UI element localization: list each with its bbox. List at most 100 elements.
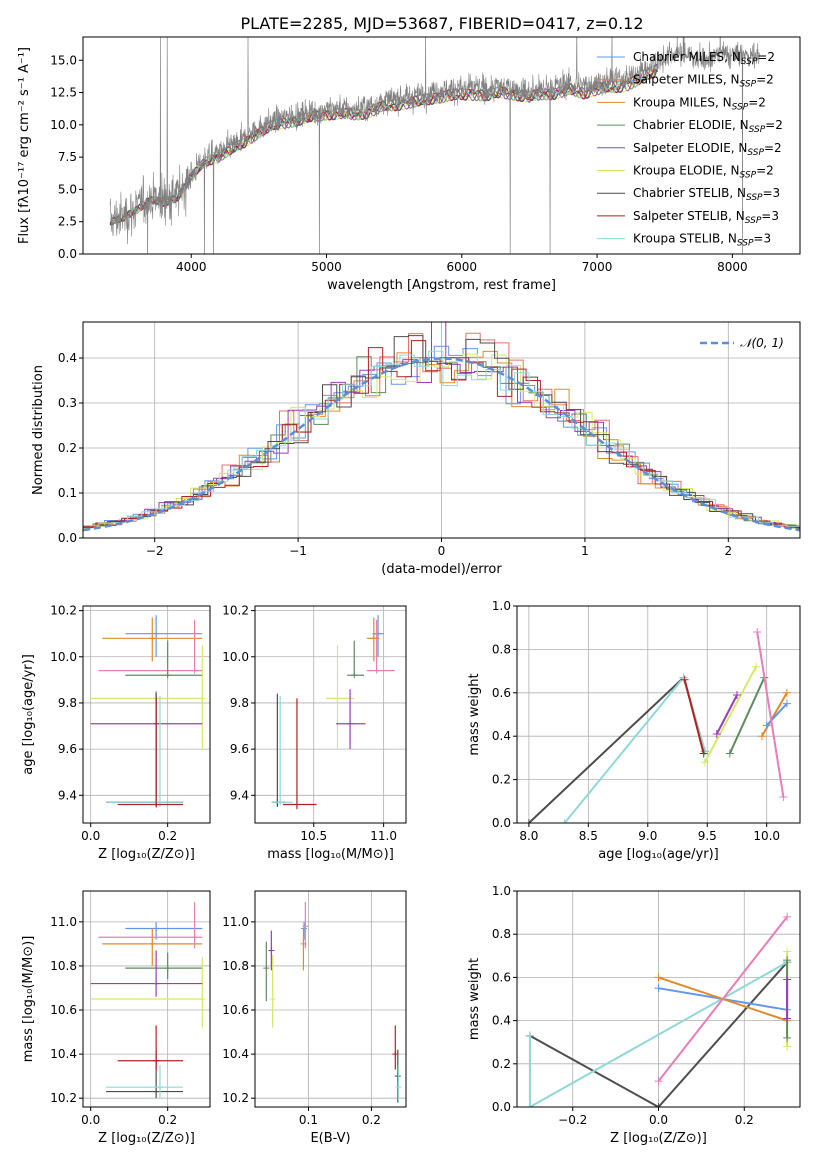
y-axis-label: age [log₁₀(age/yr)] bbox=[21, 654, 36, 775]
legend-label: Salpeter ELODIE, NSSP=2 bbox=[633, 141, 782, 158]
series-marker bbox=[732, 690, 741, 699]
x-tick-label: 10.0 bbox=[753, 829, 780, 843]
x-axis-label: E(B-V) bbox=[310, 1131, 350, 1146]
residual-plot bbox=[83, 322, 800, 532]
series-marker bbox=[783, 1014, 792, 1023]
legend-label: Kroupa STELIB, NSSP=3 bbox=[633, 232, 771, 249]
y-tick-label: 9.4 bbox=[58, 788, 77, 802]
series-marker bbox=[783, 975, 792, 984]
data-point bbox=[347, 720, 354, 727]
y-tick-label: 10.0 bbox=[222, 650, 249, 664]
x-tick-label: 0.0 bbox=[81, 829, 100, 843]
axes-frame bbox=[254, 890, 407, 1108]
data-point bbox=[269, 996, 276, 1002]
data-point bbox=[153, 1057, 160, 1064]
y-tick-label: 10.0 bbox=[50, 118, 77, 132]
y-tick-label: 0.0 bbox=[492, 1100, 511, 1114]
x-tick-label: 0.1 bbox=[299, 1113, 318, 1127]
x-tick-label: −2 bbox=[146, 544, 164, 558]
y-tick-label: 0.3 bbox=[58, 396, 77, 410]
x-axis-label: wavelength [Angstrom, rest frame] bbox=[327, 278, 556, 293]
x-tick-label: 0.2 bbox=[158, 829, 177, 843]
points-age_vs_mass bbox=[271, 615, 395, 810]
data-point bbox=[302, 923, 309, 930]
legend-rest: =3 bbox=[761, 209, 779, 223]
y-tick-label: 1.0 bbox=[492, 884, 511, 898]
series-line bbox=[756, 631, 785, 798]
data-point bbox=[395, 1084, 402, 1091]
series-marker bbox=[725, 749, 734, 758]
axes-mass_vs_z: 0.0 0.2 10.2 10.4 10.6 10.8 11.0 Z [log₁₀(Z/Z⊙)… bbox=[21, 890, 211, 1146]
y-tick-label: 0.4 bbox=[492, 1014, 511, 1028]
legend-label: Kroupa ELODIE, NSSP=2 bbox=[633, 164, 774, 181]
subscript: SSP bbox=[740, 171, 757, 181]
series-marker bbox=[700, 758, 709, 767]
series-marker bbox=[779, 792, 788, 801]
series-marker bbox=[782, 699, 791, 708]
y-tick-label: 0.8 bbox=[492, 927, 511, 941]
series-marker bbox=[525, 1031, 534, 1040]
y-tick-label: 9.6 bbox=[230, 742, 249, 756]
data-point bbox=[293, 801, 300, 808]
y-tick-label: 10.2 bbox=[50, 604, 77, 618]
data-point bbox=[153, 1088, 160, 1095]
x-tick-label: 8.5 bbox=[579, 829, 598, 843]
x-tick-label: 0.0 bbox=[649, 1113, 668, 1127]
figure-title: PLATE=2285, MJD=53687, FIBERID=0417, z=0… bbox=[240, 14, 643, 33]
y-tick-label: 0.4 bbox=[58, 351, 77, 365]
x-tick-label: 10.5 bbox=[300, 829, 327, 843]
y-axis-label: Flux [fλ10⁻¹⁷ erg cm⁻² s⁻¹ A⁻¹] bbox=[17, 47, 32, 244]
lines-mass_weight_vs_age bbox=[524, 628, 791, 823]
spectrum-plot bbox=[109, 37, 760, 254]
subscript: SSP bbox=[746, 193, 763, 203]
x-axis-label: mass [log₁₀(M/M⊙)] bbox=[267, 847, 394, 862]
data-point bbox=[263, 965, 270, 972]
data-point bbox=[153, 980, 160, 987]
x-tick-label: 0.2 bbox=[362, 1113, 381, 1127]
axes-frame bbox=[516, 890, 801, 1108]
x-axis-label: (data-model)/error bbox=[381, 562, 502, 577]
points-age_vs_z bbox=[90, 615, 206, 808]
x-tick-label: 4000 bbox=[176, 260, 207, 274]
series-line bbox=[528, 675, 706, 823]
legend-label: Chabrier STELIB, NSSP=3 bbox=[633, 186, 780, 203]
x-tick-label: 0 bbox=[438, 544, 446, 558]
y-axis-label: mass [log₁₀(M/M⊙)] bbox=[21, 936, 36, 1063]
series-line bbox=[528, 961, 788, 1107]
y-tick-label: 10.2 bbox=[50, 1091, 77, 1105]
data-point bbox=[199, 695, 206, 702]
series-line bbox=[683, 679, 705, 754]
series-marker bbox=[783, 1033, 792, 1042]
y-tick-label: 0.0 bbox=[58, 247, 77, 261]
series-line bbox=[715, 694, 738, 735]
y-tick-label: 0.4 bbox=[492, 729, 511, 743]
data-point bbox=[191, 667, 198, 674]
x-tick-label: 8000 bbox=[717, 260, 748, 274]
axes-frame bbox=[82, 36, 801, 255]
x-tick-label: 1 bbox=[581, 544, 589, 558]
x-tick-label: 2 bbox=[724, 544, 732, 558]
data-point bbox=[351, 672, 358, 679]
legend-rest: =2 bbox=[765, 118, 783, 132]
series-line bbox=[563, 675, 706, 823]
series-marker bbox=[712, 730, 721, 739]
axes-mass_weight_vs_z: −0.2 0.0 0.2 0.0 0.2 0.4 0.6 0.8 1.0 Z [log₁₀(Z/Z… bbox=[467, 884, 801, 1146]
legend-label: Salpeter MILES, NSSP=2 bbox=[633, 73, 774, 90]
y-tick-label: 0.2 bbox=[58, 441, 77, 455]
subscript: SSP bbox=[745, 216, 762, 226]
axes-age_vs_mass: 10.5 11.0 9.4 9.6 9.8 10.0 10.2 mass [log₁₀(M/M… bbox=[222, 604, 407, 862]
legend-label: Kroupa MILES, NSSP=2 bbox=[633, 95, 766, 112]
data-point bbox=[392, 1051, 399, 1058]
x-tick-label: 0.0 bbox=[81, 1113, 100, 1127]
legend-rest: =2 bbox=[748, 95, 766, 109]
points-mass_vs_z bbox=[90, 902, 206, 1099]
series-line bbox=[657, 916, 788, 1082]
y-tick-label: 2.5 bbox=[58, 215, 77, 229]
x-axis-label: Z [log₁₀(Z/Z⊙)] bbox=[98, 847, 195, 862]
legend-label: Salpeter STELIB, NSSP=3 bbox=[633, 209, 779, 226]
y-tick-label: 0.6 bbox=[492, 970, 511, 984]
x-tick-label: 11.0 bbox=[370, 829, 397, 843]
axes-frame bbox=[516, 605, 801, 824]
axes-frame bbox=[82, 321, 801, 539]
y-tick-label: 15.0 bbox=[50, 53, 77, 67]
